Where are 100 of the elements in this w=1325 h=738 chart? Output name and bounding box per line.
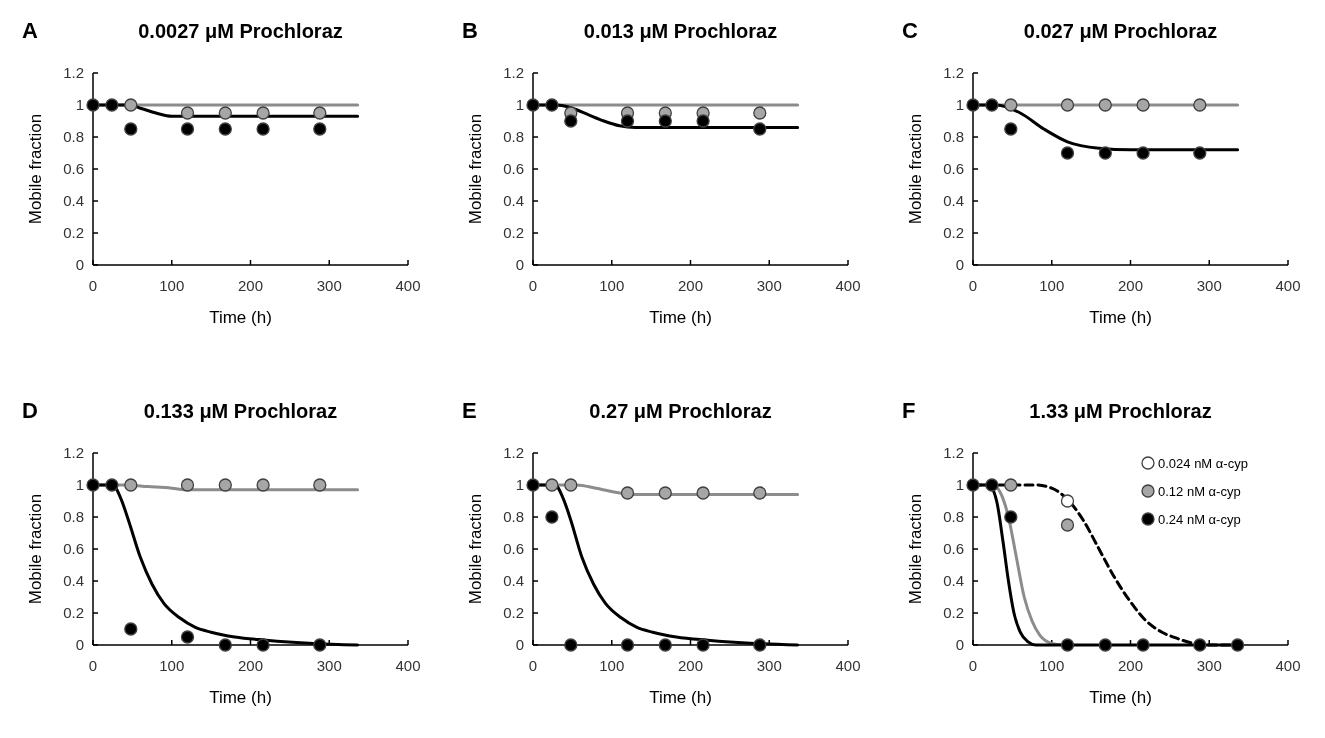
x-axis-title: Time (h) [649,688,712,707]
x-tick-label: 200 [677,657,704,674]
chart-title: 1.33 μM Prochloraz [1029,400,1212,422]
x-tick-label: 400 [395,277,421,294]
point [564,114,578,128]
x-tick-label: 0 [528,277,538,294]
point [256,122,270,136]
y-tick-label: 0.4 [63,192,84,210]
point [985,478,999,492]
point [180,478,195,492]
x-tick-label: 100 [599,657,625,674]
y-tick-label: 0 [955,256,964,274]
point [218,122,232,136]
point [180,106,195,120]
x-tick-label: 100 [1039,277,1065,294]
y-tick-label: 0.8 [503,508,524,526]
point [545,98,559,112]
x-tick-label: 300 [316,657,342,674]
x-axis-title: Time (h) [1089,308,1152,327]
point [526,98,540,112]
text: C [902,18,918,43]
point [1136,638,1150,652]
y-tick-label: 0.2 [503,604,524,622]
y-tick-label: 0.2 [943,604,964,622]
x-axis-title: Time (h) [1089,688,1152,707]
point [313,106,327,120]
y-tick-label: 0.6 [503,540,524,558]
point [545,510,559,524]
point [526,478,540,492]
x-tick-label: 300 [316,277,342,294]
point [1060,146,1075,160]
point [1193,146,1207,160]
point [1098,146,1112,160]
y-tick-label: 0 [955,636,964,654]
point [124,98,138,112]
point [1230,638,1245,652]
x-axis-title: Time (h) [649,308,712,327]
y-tick-label: 0.4 [943,192,964,210]
y-tick-label: 0.4 [943,572,964,590]
point [105,98,119,112]
y-tick-label: 0.2 [63,224,84,242]
chart-title: 0.133 μM Prochloraz [143,400,338,422]
point [1193,98,1207,112]
point [124,122,138,136]
x-tick-label: 0 [528,657,538,674]
point [696,638,710,652]
point [966,98,980,112]
y-tick-label: 1 [75,96,84,114]
point [1004,98,1018,112]
y-tick-label: 0.4 [63,572,84,590]
chart-title: 0.013 μM Prochloraz [583,20,778,42]
point [218,478,232,492]
point [620,638,635,652]
point [256,638,270,652]
x-tick-label: 400 [835,277,861,294]
y-tick-label: 1.2 [943,444,964,462]
x-tick-label: 300 [1196,277,1222,294]
point [696,486,710,500]
x-tick-label: 100 [159,277,185,294]
y-tick-label: 0.8 [63,508,84,526]
point [1193,638,1207,652]
x-tick-label: 400 [1275,277,1301,294]
y-tick-label: 0.6 [943,160,964,178]
point [1060,494,1075,508]
point [313,638,327,652]
text: F [902,398,916,423]
y-tick-label: 0.8 [63,128,84,146]
x-tick-label: 200 [1117,657,1144,674]
y-tick-label: 0.8 [503,128,524,146]
y-tick-label: 0 [515,636,524,654]
x-tick-label: 100 [159,657,185,674]
point [105,478,119,492]
text: A [22,18,38,43]
y-tick-label: 1 [515,476,524,494]
x-axis-title: Time (h) [209,688,272,707]
y-tick-label: 0.8 [943,508,964,526]
point [564,638,578,652]
point [1004,122,1018,136]
y-tick-label: 0.6 [63,540,84,558]
point [180,122,195,136]
point [218,106,232,120]
y-tick-label: 0.4 [503,192,524,210]
x-tick-label: 400 [1275,657,1301,674]
x-tick-label: 200 [237,657,264,674]
y-tick-label: 0.2 [943,224,964,242]
point [620,114,635,128]
y-tick-label: 0.6 [503,160,524,178]
y-tick-label: 0 [515,256,524,274]
x-tick-label: 0 [88,657,98,674]
chart-title: 0.0027 μM Prochloraz [138,20,343,42]
text: B [462,18,478,43]
point [696,114,710,128]
point [1136,146,1150,160]
y-tick-label: 1 [955,96,964,114]
point [256,106,270,120]
point [313,122,327,136]
chart-title: 0.27 μM Prochloraz [589,400,772,422]
point [86,98,100,112]
x-tick-label: 400 [395,657,421,674]
y-tick-label: 0 [75,636,84,654]
